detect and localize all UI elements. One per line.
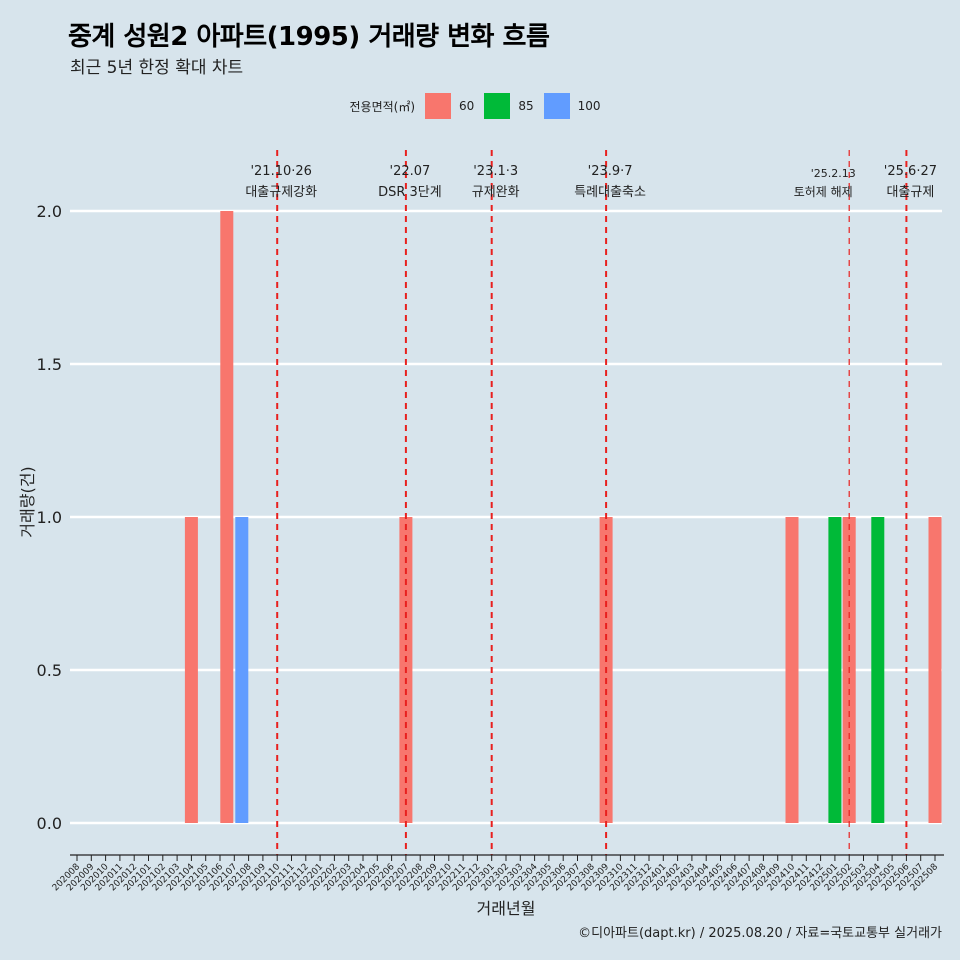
legend-swatch-100 bbox=[543, 93, 570, 119]
y-tick-label: 1.5 bbox=[37, 355, 62, 374]
legend: 전용면적(㎡) 60 85 100 bbox=[0, 93, 960, 119]
annotation-date: '23.9·7 bbox=[588, 164, 633, 179]
legend-item-60: 60 bbox=[425, 93, 474, 119]
y-tick-label: 0.5 bbox=[37, 661, 62, 680]
legend-swatch-85 bbox=[484, 93, 511, 119]
bar-60-202107 bbox=[220, 211, 234, 823]
caption: ©디아파트(dapt.kr) / 2025.08.20 / 자료=국토교통부 실… bbox=[578, 926, 942, 941]
bar-60-202104 bbox=[184, 517, 198, 823]
axes: 0.00.51.01.52.02020082020092020102020112… bbox=[18, 202, 944, 918]
y-axis-title: 거래량(건) bbox=[18, 466, 37, 537]
chart-title: 중계 성원2 아파트(1995) 거래량 변화 흐름 bbox=[68, 22, 550, 52]
bar-85-202501 bbox=[828, 517, 842, 823]
bar-60-202508 bbox=[928, 517, 942, 823]
legend-item-100: 100 bbox=[543, 93, 601, 119]
annotation-date: '25.6·27 bbox=[884, 164, 937, 179]
bar-85-202504 bbox=[871, 517, 885, 823]
annotation-label: 규제완화 bbox=[472, 185, 520, 200]
legend-label-60: 60 bbox=[459, 99, 475, 113]
gridlines bbox=[70, 209, 942, 825]
annotation-label: 대출규제강화 bbox=[245, 185, 317, 200]
bar-100-202107 bbox=[235, 517, 249, 823]
annotation-label: 특례대출축소 bbox=[574, 185, 646, 200]
annotations: '21.10·26 대출규제강화 '22.07 DSR 3단계 '23.1·3 규제완화 '… bbox=[245, 150, 937, 855]
annotation-date: '22.07 bbox=[390, 164, 431, 179]
y-tick-label: 2.0 bbox=[37, 202, 62, 221]
legend-item-85: 85 bbox=[484, 93, 534, 119]
legend-title: 전용면적(㎡) bbox=[349, 99, 416, 114]
y-tick-label: 0.0 bbox=[37, 814, 62, 833]
annotation-date: '23.1·3 bbox=[473, 164, 518, 179]
y-tick-label: 1.0 bbox=[37, 508, 62, 527]
annotation-label: 토허제 해제 bbox=[794, 185, 853, 199]
annotation-date: '25.2.13 bbox=[811, 167, 856, 180]
legend-swatch-60 bbox=[425, 93, 452, 119]
annotation-date: '21.10·26 bbox=[250, 164, 311, 179]
legend-label-85: 85 bbox=[518, 99, 534, 113]
annotation-label: 대출규제 bbox=[886, 185, 934, 200]
x-axis-title: 거래년월 bbox=[477, 899, 536, 918]
legend-label-100: 100 bbox=[577, 99, 601, 113]
chart-subtitle: 최근 5년 한정 확대 차트 bbox=[70, 58, 244, 78]
annotation-label: DSR 3단계 bbox=[378, 185, 442, 200]
bar-60-202410 bbox=[785, 517, 799, 823]
